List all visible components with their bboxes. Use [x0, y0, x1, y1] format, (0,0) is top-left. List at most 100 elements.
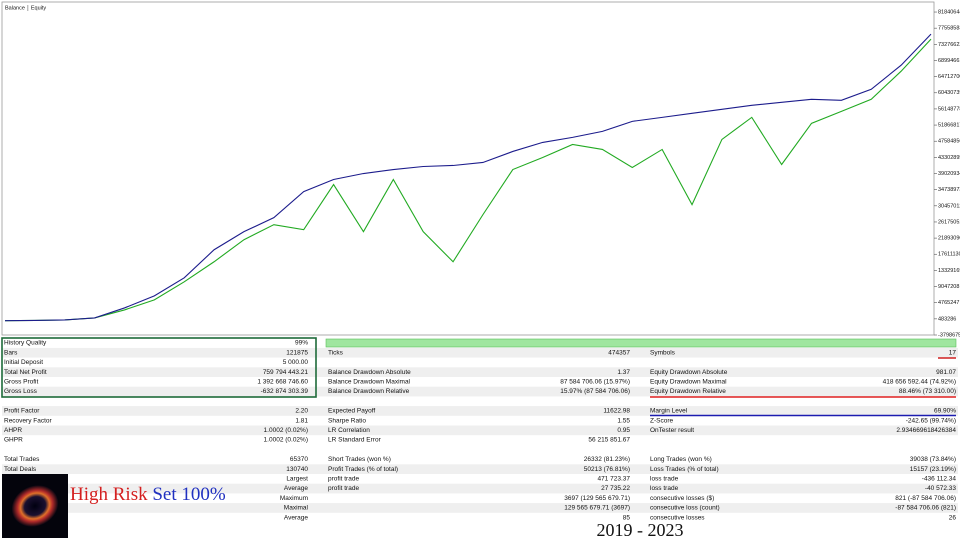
summary-frame [1, 337, 317, 398]
y-tick-label: 4765247 [938, 300, 959, 306]
stat-value: -40 572.33 [925, 485, 956, 492]
y-tick-label: 73276622 [938, 42, 960, 48]
series-line [4, 33, 932, 322]
y-tick-label: 21893090 [938, 236, 960, 242]
row-stripes [2, 347, 958, 513]
stat-value: 821 (-87 584 706.06) [895, 495, 956, 502]
stat-value: 1.81 [295, 417, 308, 424]
stat-value: 85 [623, 514, 631, 521]
stat-value: 418 656 592.44 (74.92%) [883, 379, 956, 386]
row-stripe [2, 464, 958, 474]
stat-value: 39038 (73.84%) [910, 456, 956, 463]
y-tick-label: 17611130 [938, 252, 960, 258]
stat-label: Initial Deposit [4, 359, 43, 366]
y-tick-label: 43302895 [938, 155, 960, 161]
y-tick-label: 64712700 [938, 74, 960, 80]
stat-label: Total Deals [4, 466, 37, 473]
stat-value: 759 794 443.21 [263, 369, 309, 376]
stat-label: GHPR [4, 437, 23, 444]
stat-value: 11622.98 [603, 408, 630, 415]
stat-label: Total Trades [4, 456, 40, 463]
stat-value: 69.90% [934, 408, 956, 415]
row-stripe [2, 347, 958, 358]
stat-label: Profit Trades (% of total) [328, 466, 398, 473]
stat-value: 129 565 679.71 (3697) [564, 505, 630, 512]
series-line [4, 38, 932, 322]
y-tick-label: -3798675 [938, 332, 960, 338]
stat-label: Gross Loss [4, 388, 38, 395]
stat-value: 1.55 [617, 417, 630, 424]
stat-value: 65370 [290, 456, 308, 463]
overlay-image [2, 474, 68, 538]
stat-value: 1.37 [617, 369, 630, 376]
y-tick-label: 81840644 [938, 9, 960, 15]
y-tick-label: 51866817 [938, 123, 960, 129]
stat-value: 130740 [286, 466, 308, 473]
stat-label: Expected Payoff [328, 408, 375, 415]
stat-label: OnTester result [650, 427, 694, 434]
stat-value: 1.0002 (0.02%) [264, 427, 308, 434]
stat-value: 5 000.00 [283, 359, 309, 366]
stat-value: 27 735.22 [601, 485, 630, 492]
stat-label: Equity Drawdown Relative [650, 388, 726, 395]
row-stripe [2, 425, 958, 436]
stat-label: consecutive losses ($) [650, 495, 714, 502]
stat-label: profit trade [328, 485, 359, 492]
stat-label: Balance Drawdown Maximal [328, 379, 411, 386]
stat-value: 2.934669618426384 [896, 427, 956, 434]
quality-bar [325, 338, 957, 348]
y-tick-label: 30457012 [938, 203, 960, 209]
stat-label: Gross Profit [4, 379, 39, 386]
stat-label: Balance Drawdown Relative [328, 388, 410, 395]
stat-label: Z-Score [650, 417, 674, 424]
stat-value: 981.07 [936, 369, 956, 376]
stat-label: Long Trades (won %) [650, 456, 712, 463]
row-stripe [2, 367, 958, 377]
stat-label: consecutive loss (count) [650, 505, 720, 512]
stat-value: 50213 (76.81%) [584, 466, 630, 473]
stat-label: Short Trades (won %) [328, 456, 391, 463]
row-stripe [2, 483, 958, 494]
stat-label: Sharpe Ratio [328, 417, 366, 424]
overlay-years: 2019 - 2023 [597, 520, 684, 540]
stat-value: -242.65 (99.74%) [906, 417, 956, 424]
stat-value: 0.95 [617, 427, 630, 434]
stat-label: Ticks [328, 349, 344, 356]
stat-label: Balance Drawdown Absolute [328, 369, 411, 376]
stat-value: 87 584 706.06 (15.97%) [560, 379, 630, 386]
stat-label: Recovery Factor [4, 417, 53, 424]
y-tick-label: 13329169 [938, 268, 960, 274]
stat-value: Maximum [280, 495, 308, 502]
stat-label: Bars [4, 349, 18, 356]
stat-value: 474357 [608, 349, 630, 356]
stat-label: loss trade [650, 485, 679, 492]
stat-value: 26 [949, 514, 957, 521]
stat-label: Equity Drawdown Absolute [650, 369, 728, 376]
stat-value: -87 584 706.06 (821) [895, 505, 956, 512]
row-stripe [2, 386, 958, 397]
y-tick-label: 47584856 [938, 139, 960, 145]
stat-label: Profit Factor [4, 408, 40, 415]
overlay-title: High Risk Set 100% [70, 484, 226, 505]
stat-value: -436 112.34 [922, 476, 957, 483]
stat-value: Average [284, 514, 308, 521]
stat-label: LR Standard Error [328, 437, 382, 444]
stat-value: 1.0002 (0.02%) [264, 437, 308, 444]
stat-label: consecutive losses [650, 514, 705, 521]
galaxy [11, 485, 59, 527]
stat-value: 1 392 668 746.60 [257, 379, 308, 386]
legend-entry: Balance [5, 5, 25, 11]
stat-label: History Quality [4, 340, 47, 347]
stat-value: 56 215 851.67 [588, 437, 630, 444]
stat-value: 2.20 [295, 408, 308, 415]
row-stripe [2, 406, 958, 416]
stat-value: 99% [295, 340, 308, 347]
stat-label: Symbols [650, 349, 676, 356]
row-stripe [2, 503, 958, 513]
stat-value: 17 [949, 349, 957, 356]
stat-value: Largest [286, 476, 308, 483]
stat-label: profit trade [328, 476, 359, 483]
stat-value: 471 723.37 [597, 476, 630, 483]
